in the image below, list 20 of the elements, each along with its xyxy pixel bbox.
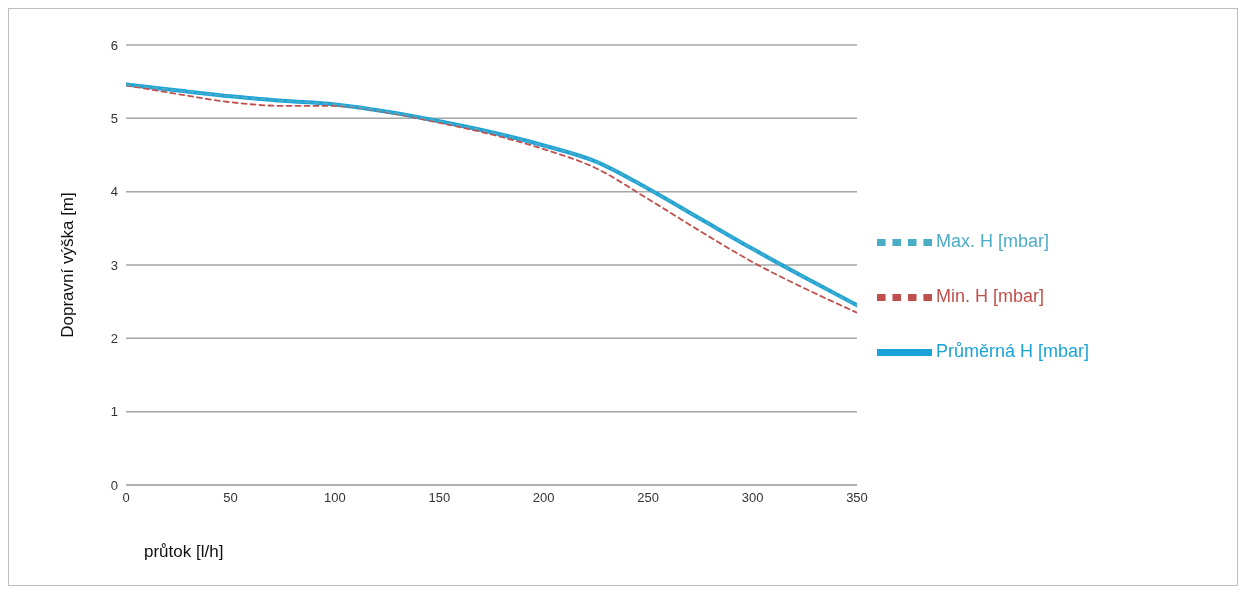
x-tick-label: 100 [324, 490, 346, 506]
y-tick-label: 2 [110, 330, 118, 346]
y-tick-label: 1 [110, 404, 118, 420]
y-axis-title: Dopravní výška [m] [58, 192, 78, 338]
y-tick-label: 5 [110, 110, 118, 126]
y-tick-label: 6 [110, 37, 118, 53]
x-tick-label: 200 [532, 490, 555, 506]
x-axis-title: průtok [l/h] [144, 542, 224, 561]
x-tick-label: 350 [846, 490, 868, 506]
x-tick-label: 300 [741, 490, 764, 506]
x-tick-label: 0 [122, 490, 130, 506]
x-tick-label: 50 [223, 490, 238, 506]
legend-label: Min. H [mbar] [936, 285, 1045, 306]
y-tick-label: 3 [110, 257, 118, 273]
y-tick-label: 4 [110, 184, 118, 200]
x-tick-label: 250 [637, 490, 659, 506]
y-tick-label: 0 [110, 477, 118, 493]
legend-label: Průměrná H [mbar] [936, 340, 1090, 361]
legend-label: Max. H [mbar] [936, 230, 1050, 251]
x-tick-label: 150 [428, 490, 451, 506]
